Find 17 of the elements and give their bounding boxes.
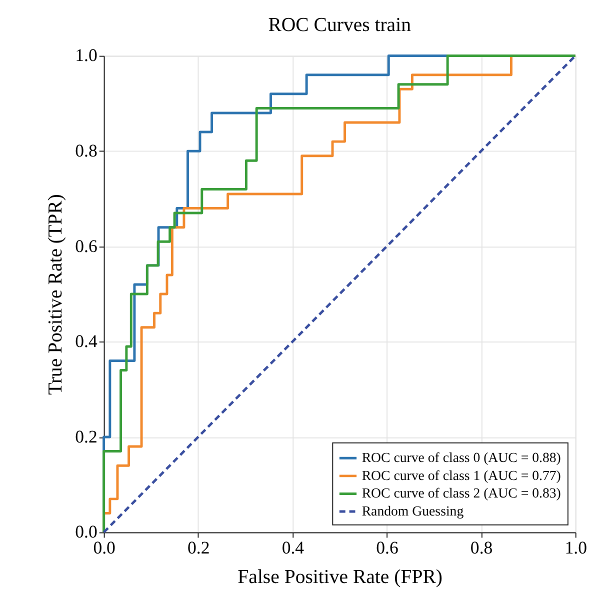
y-tick-label: 0.8 xyxy=(75,140,98,161)
legend-label: ROC curve of class 2 (AUC = 0.83) xyxy=(362,486,561,501)
y-tick-label: 1.0 xyxy=(75,45,98,66)
y-axis-title: True Positive Rate (TPR) xyxy=(44,194,66,395)
x-tick-label: 0.6 xyxy=(376,538,398,558)
y-tick-label: 0.6 xyxy=(75,236,98,256)
legend-label: ROC curve of class 0 (AUC = 0.88) xyxy=(362,450,561,466)
y-tick-label: 0.4 xyxy=(75,331,98,352)
x-tick-label: 0.8 xyxy=(470,538,493,558)
x-tick-label: 0.2 xyxy=(187,538,210,558)
x-tick-label: 0.4 xyxy=(282,538,304,558)
y-tick-label: 0.2 xyxy=(75,426,98,446)
chart-title: ROC Curves train xyxy=(268,14,412,36)
x-tick-label: 1.0 xyxy=(564,538,588,558)
legend-label: ROC curve of class 1 (AUC = 0.77) xyxy=(362,468,561,483)
x-axis-title: False Positive Rate (FPR) xyxy=(238,566,442,588)
legend-label: Random Guessing xyxy=(362,503,464,518)
